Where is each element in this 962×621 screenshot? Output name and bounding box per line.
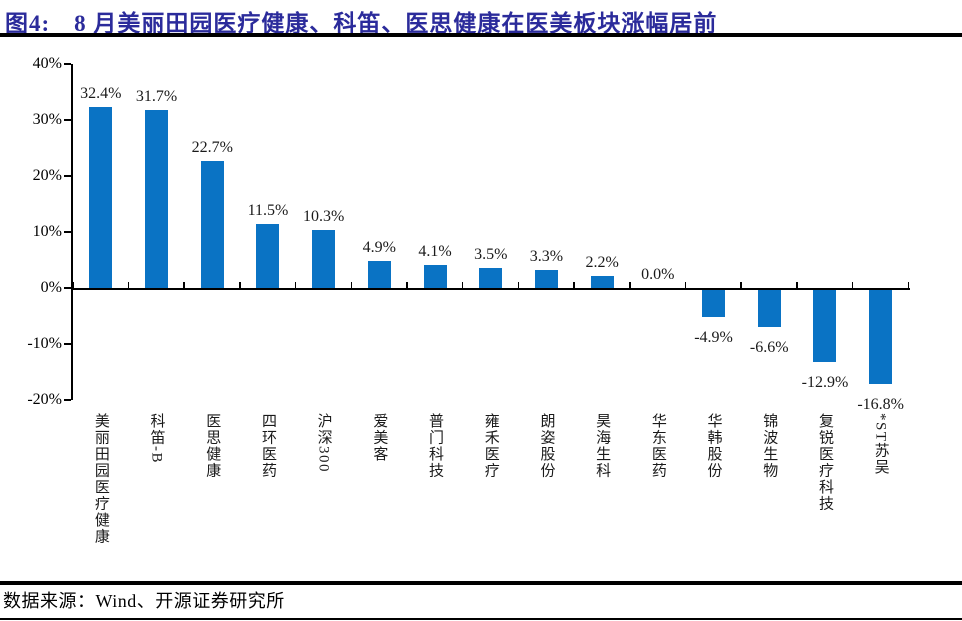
- category-boundary-tick: [684, 282, 687, 288]
- bar-value-label: 3.5%: [474, 246, 508, 264]
- category-label: 四环医药: [259, 413, 276, 479]
- y-axis-label: -20%: [27, 391, 62, 408]
- bar: [89, 106, 113, 288]
- category-boundary-tick: [239, 282, 241, 288]
- category-label: *ST苏吴: [872, 413, 889, 476]
- figure-title: 图4: 8 月美丽田园医疗健康、科笛、医思健康在医美板块涨幅居前: [5, 11, 718, 36]
- category-label: 科笛-B: [148, 413, 165, 464]
- category-label: 华东医药: [649, 413, 666, 479]
- x-axis-line: [71, 288, 910, 290]
- y-axis-tick: [64, 63, 71, 65]
- y-axis-tick: [64, 119, 71, 121]
- category-boundary-tick: [127, 282, 130, 288]
- bar-value-label: 32.4%: [80, 84, 122, 102]
- y-axis-label: -10%: [27, 335, 62, 352]
- category-boundary-tick: [796, 282, 798, 288]
- category-label: 沪深300: [315, 413, 332, 473]
- bar-value-label: -4.9%: [694, 329, 733, 347]
- bar: [256, 223, 280, 288]
- category-label: 爱美客: [371, 413, 388, 463]
- category-boundary-tick: [573, 282, 575, 288]
- bar: [869, 290, 893, 385]
- bar: [534, 269, 558, 288]
- category-label: 朗姿股份: [538, 413, 555, 479]
- data-source: 数据来源：Wind、开源证券研究所: [3, 591, 285, 611]
- bar: [367, 260, 391, 288]
- bar-value-label: 10.3%: [302, 208, 345, 226]
- category-label: 锦波生物: [761, 413, 778, 479]
- category-label: 华韩股份: [705, 413, 722, 479]
- category-boundary-tick: [72, 282, 74, 288]
- title-divider: [0, 33, 962, 37]
- category-boundary-tick: [517, 282, 520, 288]
- category-boundary-tick: [350, 282, 352, 288]
- category-boundary-tick: [183, 282, 185, 288]
- y-axis-label: 30%: [32, 111, 62, 128]
- category-label: 普门科技: [427, 413, 444, 479]
- bar-value-label: 11.5%: [247, 201, 289, 219]
- bar: [813, 290, 837, 363]
- bar: [757, 290, 781, 327]
- bar: [200, 160, 224, 288]
- bar-value-label: -12.9%: [801, 374, 849, 392]
- bar: [702, 290, 726, 318]
- y-axis-tick: [64, 175, 71, 177]
- bar: [145, 110, 169, 288]
- bar-value-label: 0.0%: [641, 266, 675, 283]
- source-divider: [0, 581, 962, 585]
- category-label: 医思健康: [204, 413, 221, 479]
- bar: [479, 268, 503, 288]
- y-axis-tick: [64, 287, 71, 289]
- category-label: 美丽田园医疗健康: [92, 413, 109, 545]
- bar-value-label: 4.9%: [362, 238, 396, 256]
- category-boundary-tick: [851, 282, 854, 288]
- category-label: 雍禾医疗: [482, 413, 499, 479]
- y-axis-tick: [64, 231, 71, 233]
- y-axis-line: [71, 64, 73, 400]
- y-axis-label: 40%: [32, 55, 62, 72]
- y-axis-tick: [64, 399, 71, 401]
- bar-chart: 40% 30% 20% 10% 0% -10% -20% 32.4% 美丽田园医疗健康 31.7%…: [0, 42, 962, 581]
- bar: [590, 275, 614, 288]
- bar-value-label: 31.7%: [135, 88, 178, 106]
- bar-value-label: 3.3%: [529, 247, 564, 265]
- bar-value-label: 22.7%: [191, 138, 233, 156]
- bar: [312, 230, 336, 288]
- category-boundary-tick: [740, 282, 742, 288]
- bar-value-label: -16.8%: [857, 396, 904, 414]
- bottom-border: [0, 618, 962, 620]
- y-axis-label: 20%: [32, 167, 62, 184]
- y-axis-tick: [64, 343, 71, 345]
- bar: [423, 265, 447, 288]
- bar-value-label: 4.1%: [418, 243, 452, 261]
- category-label: 复锐医疗科技: [816, 413, 833, 512]
- category-boundary-tick: [461, 282, 464, 288]
- category-boundary-tick: [406, 282, 408, 288]
- category-boundary-tick: [294, 282, 297, 288]
- category-boundary-tick: [629, 282, 631, 288]
- y-axis-label: 10%: [32, 223, 62, 240]
- y-axis-label: 0%: [40, 279, 62, 296]
- bar-value-label: -6.6%: [749, 338, 789, 356]
- category-label: 昊海生科: [594, 413, 611, 479]
- category-boundary-tick: [907, 282, 909, 288]
- bar-value-label: 2.2%: [585, 253, 619, 271]
